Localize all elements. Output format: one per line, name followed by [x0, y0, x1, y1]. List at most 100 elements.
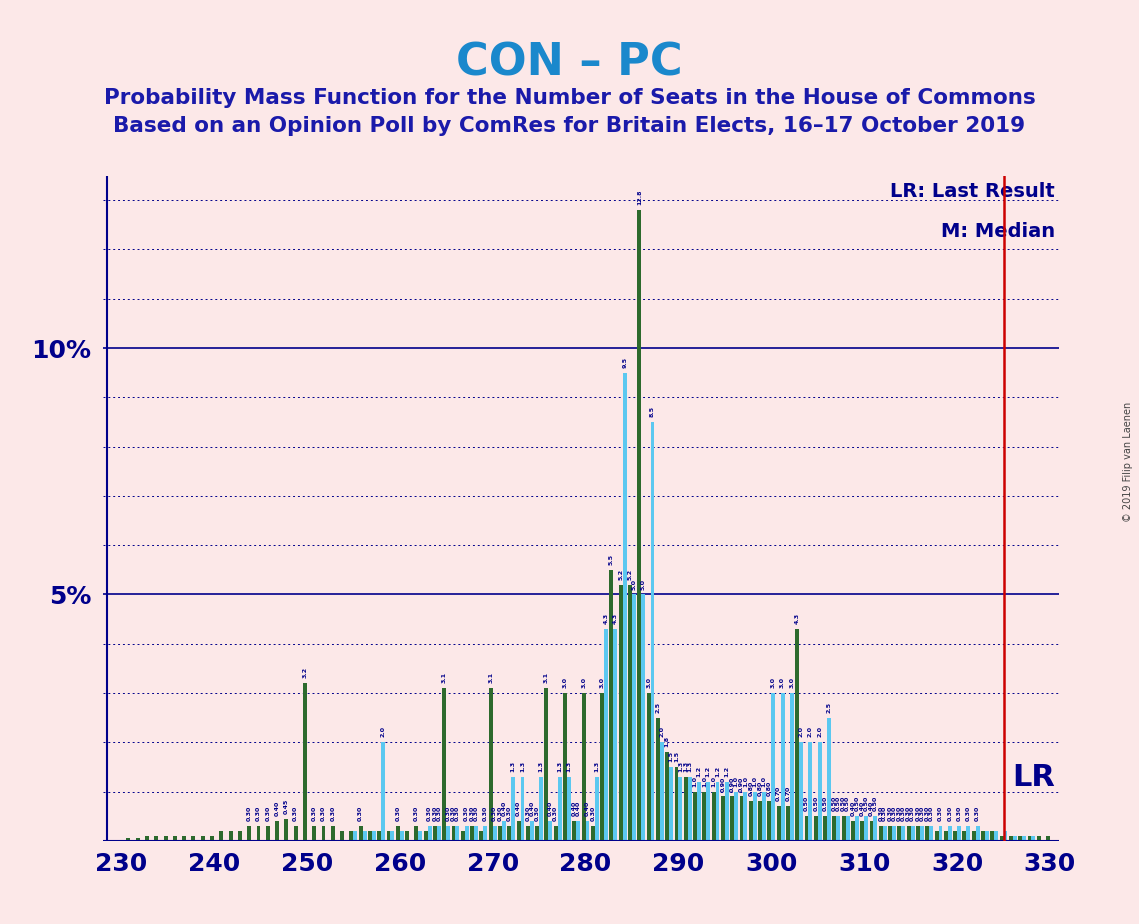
Text: 3.1: 3.1 [442, 672, 446, 683]
Bar [618, 585, 623, 841]
Bar [405, 831, 409, 841]
Text: 1.3: 1.3 [683, 760, 688, 772]
Bar [604, 629, 608, 841]
Bar [554, 826, 558, 841]
Text: 0.50: 0.50 [854, 796, 859, 811]
Text: 1.3: 1.3 [687, 760, 693, 772]
Bar [609, 570, 614, 841]
Bar [957, 826, 961, 841]
Bar [362, 831, 367, 841]
Bar [456, 826, 459, 841]
Text: 0.30: 0.30 [892, 806, 896, 821]
Text: 0.40: 0.40 [530, 801, 534, 816]
Bar [353, 831, 358, 841]
Text: 0.30: 0.30 [883, 806, 887, 821]
Text: 0.50: 0.50 [872, 796, 878, 811]
Bar [427, 826, 432, 841]
Bar [400, 831, 403, 841]
Text: 9.5: 9.5 [622, 357, 628, 368]
Bar [502, 821, 506, 841]
Bar [321, 826, 326, 841]
Bar [585, 821, 590, 841]
Text: 0.30: 0.30 [330, 806, 335, 821]
Text: 1.0: 1.0 [693, 775, 697, 786]
Text: 0.30: 0.30 [937, 806, 943, 821]
Bar [762, 792, 765, 841]
Bar [446, 826, 450, 841]
Text: 0.30: 0.30 [910, 806, 915, 821]
Text: 0.40: 0.40 [516, 801, 521, 816]
Bar [386, 831, 391, 841]
Bar [907, 826, 911, 841]
Text: 3.1: 3.1 [489, 672, 493, 683]
Bar [377, 831, 382, 841]
Text: CON – PC: CON – PC [457, 42, 682, 85]
Bar [276, 821, 279, 841]
Bar [530, 821, 534, 841]
Text: 0.30: 0.30 [878, 806, 884, 821]
Text: 1.2: 1.2 [715, 766, 720, 777]
Bar [656, 718, 659, 841]
Text: 0.30: 0.30 [293, 806, 298, 821]
Bar [892, 826, 896, 841]
Text: 0.50: 0.50 [842, 796, 846, 811]
Text: 0.30: 0.30 [498, 806, 502, 821]
Bar [465, 826, 468, 841]
Text: 1.3: 1.3 [678, 760, 683, 772]
Bar [1036, 836, 1041, 841]
Bar [229, 831, 232, 841]
Bar [845, 816, 850, 841]
Bar [966, 826, 970, 841]
Bar [418, 831, 423, 841]
Bar [929, 826, 933, 841]
Text: 0.30: 0.30 [436, 806, 441, 821]
Bar [669, 767, 673, 841]
Bar [809, 742, 812, 841]
Bar [544, 688, 548, 841]
Text: M: Median: M: Median [941, 222, 1055, 241]
Bar [800, 742, 803, 841]
Text: 2.0: 2.0 [817, 726, 822, 737]
Text: 1.0: 1.0 [743, 775, 748, 786]
Text: 0.30: 0.30 [966, 806, 970, 821]
Text: 0.30: 0.30 [321, 806, 326, 821]
Text: 0.50: 0.50 [836, 796, 841, 811]
Bar [874, 816, 877, 841]
Text: 5.2: 5.2 [618, 568, 623, 579]
Bar [1018, 836, 1022, 841]
Text: 0.90: 0.90 [730, 776, 735, 792]
Bar [256, 826, 261, 841]
Bar [595, 777, 599, 841]
Bar [191, 836, 196, 841]
Bar [818, 742, 821, 841]
Bar [1013, 836, 1017, 841]
Text: 0.30: 0.30 [312, 806, 317, 821]
Bar [437, 826, 441, 841]
Bar [879, 826, 883, 841]
Bar [498, 826, 502, 841]
Text: 0.30: 0.30 [445, 806, 451, 821]
Bar [1027, 836, 1032, 841]
Text: 12.8: 12.8 [637, 189, 641, 205]
Text: 0.50: 0.50 [822, 796, 828, 811]
Bar [628, 585, 632, 841]
Text: 3.0: 3.0 [563, 677, 567, 688]
Text: 4.3: 4.3 [795, 613, 800, 624]
Text: 2.0: 2.0 [380, 726, 386, 737]
Bar [865, 816, 868, 841]
Bar [911, 826, 915, 841]
Bar [576, 821, 580, 841]
Bar [359, 826, 362, 841]
Text: 0.30: 0.30 [907, 806, 911, 821]
Text: 3.0: 3.0 [771, 677, 776, 688]
Text: 3.1: 3.1 [544, 672, 549, 683]
Bar [786, 807, 789, 841]
Bar [1009, 836, 1013, 841]
Bar [768, 801, 771, 841]
Text: 0.30: 0.30 [975, 806, 981, 821]
Bar [916, 826, 920, 841]
Bar [948, 826, 952, 841]
Bar [451, 826, 456, 841]
Text: 0.50: 0.50 [863, 796, 869, 811]
Bar [735, 792, 738, 841]
